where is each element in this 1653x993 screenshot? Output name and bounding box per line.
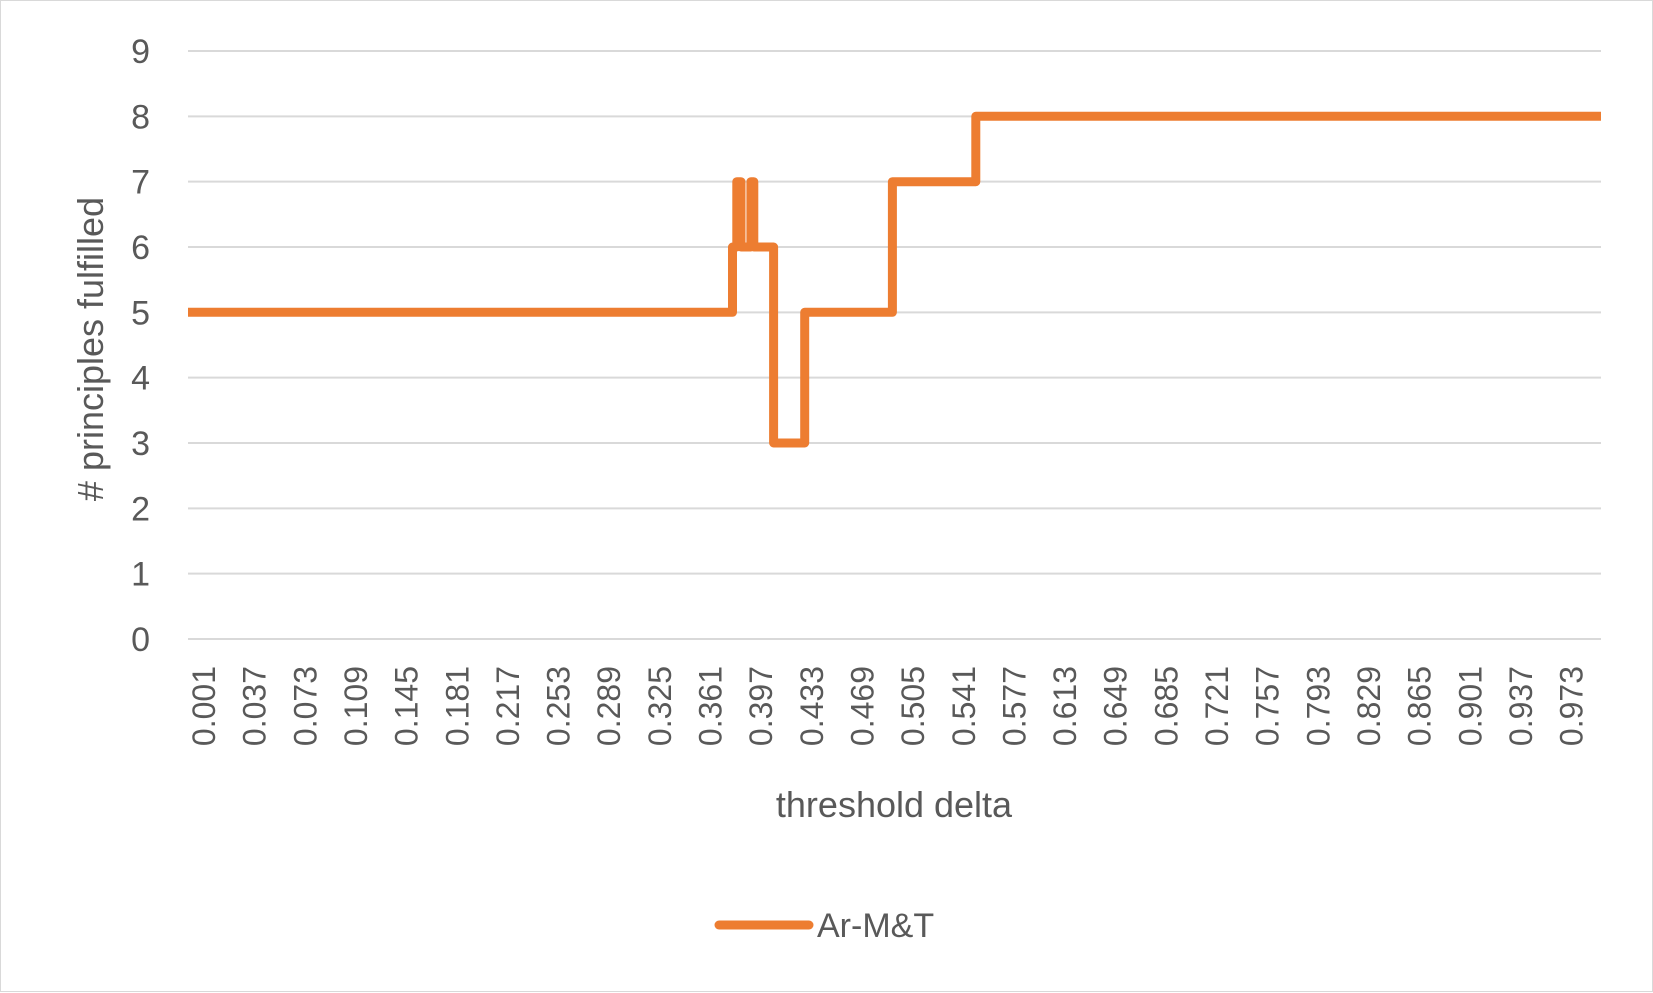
- x-tick-label-4: 0.145: [389, 666, 425, 746]
- x-tick-label-1: 0.037: [237, 666, 273, 746]
- x-tick-label-27: 0.973: [1554, 666, 1590, 746]
- x-axis-title: threshold delta: [776, 784, 1013, 825]
- x-tick-label-16: 0.577: [996, 666, 1032, 746]
- y-tick-label-5: 5: [131, 294, 150, 332]
- x-tick-label-13: 0.469: [844, 666, 880, 746]
- x-tick-label-14: 0.505: [895, 666, 931, 746]
- x-tick-label-11: 0.397: [743, 666, 779, 746]
- x-tick-label-8: 0.289: [591, 666, 627, 746]
- x-tick-label-2: 0.073: [287, 666, 323, 746]
- x-tick-label-24: 0.865: [1402, 666, 1438, 746]
- y-tick-label-4: 4: [131, 360, 150, 398]
- y-axis-title: # principles fulfilled: [70, 197, 111, 501]
- legend: Ar-M&T: [714, 907, 934, 945]
- x-tick-label-10: 0.361: [693, 666, 729, 746]
- y-tick-label-7: 7: [131, 164, 150, 202]
- x-tick-label-23: 0.829: [1351, 666, 1387, 746]
- x-tick-label-0: 0.001: [186, 666, 222, 746]
- legend-label-ar-mt: Ar-M&T: [817, 907, 934, 945]
- y-axis-ticks: 0 1 2 3 4 5 6 7 8 9: [131, 33, 150, 659]
- x-axis-ticks: 0.001 0.037 0.073 0.109 0.145 0.181 0.217 0.253…: [186, 666, 1590, 746]
- x-tick-label-9: 0.325: [642, 666, 678, 746]
- x-tick-label-6: 0.217: [490, 666, 526, 746]
- x-tick-label-15: 0.541: [946, 666, 982, 746]
- x-tick-label-12: 0.433: [794, 666, 830, 746]
- y-tick-label-3: 3: [131, 425, 150, 463]
- y-tick-label-8: 8: [131, 98, 150, 136]
- x-tick-label-19: 0.685: [1148, 666, 1184, 746]
- x-tick-label-20: 0.721: [1199, 666, 1235, 746]
- x-tick-label-26: 0.937: [1503, 666, 1539, 746]
- y-tick-label-2: 2: [131, 490, 150, 528]
- x-tick-label-3: 0.109: [338, 666, 374, 746]
- series-layer: [188, 111, 1601, 448]
- y-tick-label-0: 0: [131, 621, 150, 659]
- x-tick-label-25: 0.901: [1452, 666, 1488, 746]
- y-tick-label-1: 1: [131, 556, 150, 594]
- x-tick-label-7: 0.253: [541, 666, 577, 746]
- y-tick-label-9: 9: [131, 33, 150, 71]
- x-tick-label-21: 0.757: [1250, 666, 1286, 746]
- y-tick-label-6: 6: [131, 229, 150, 267]
- gridlines: [188, 50, 1601, 640]
- x-tick-label-18: 0.649: [1098, 666, 1134, 746]
- series-line-0: [188, 111, 1601, 448]
- x-tick-label-5: 0.181: [439, 666, 475, 746]
- x-tick-label-17: 0.613: [1047, 666, 1083, 746]
- x-tick-label-22: 0.793: [1300, 666, 1336, 746]
